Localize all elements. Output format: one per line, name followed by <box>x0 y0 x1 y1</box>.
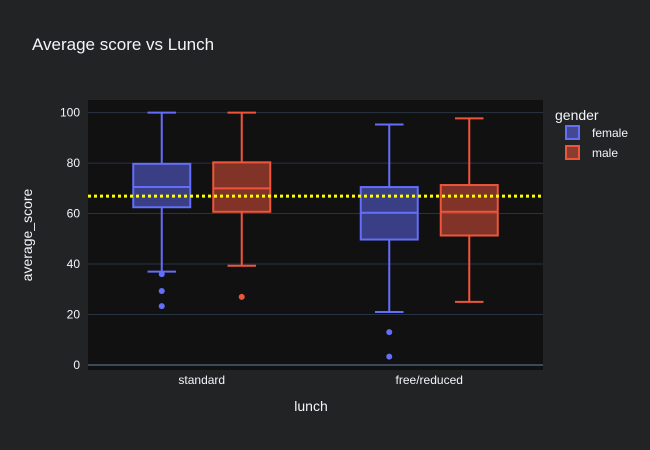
legend[interactable]: female male <box>565 125 628 160</box>
legend-item-male[interactable]: male <box>565 145 618 160</box>
box-male-standard <box>212 111 272 300</box>
outlier-point <box>386 353 393 360</box>
legend-label: female <box>592 126 628 140</box>
y-tick-label: 60 <box>67 207 81 221</box>
chart-title: Average score vs Lunch <box>32 35 214 54</box>
x-axis-ticks: standard free/reduced <box>178 373 463 387</box>
legend-swatch <box>565 145 580 160</box>
y-tick-label: 80 <box>67 156 81 170</box>
legend-title: gender <box>555 107 599 123</box>
y-tick-label: 40 <box>67 257 81 271</box>
gridlines <box>88 112 543 366</box>
outlier-point <box>158 271 165 278</box>
outlier-point <box>386 329 393 336</box>
x-axis-title: lunch <box>294 398 327 414</box>
y-axis-title: average_score <box>19 188 35 281</box>
x-tick-label: standard <box>178 373 225 387</box>
y-tick-label: 20 <box>67 307 81 321</box>
y-tick-label: 0 <box>73 358 80 372</box>
legend-label: male <box>592 146 618 160</box>
legend-item-female[interactable]: female <box>565 125 628 140</box>
legend-swatch <box>565 125 580 140</box>
x-tick-label: free/reduced <box>396 373 463 387</box>
box-series <box>132 111 499 360</box>
y-tick-label: 100 <box>60 106 80 120</box>
box-female-standard <box>132 111 192 310</box>
outlier-point <box>158 303 165 310</box>
box-iqr <box>439 184 499 237</box>
outlier-point <box>238 293 245 300</box>
box-male-free-reduced <box>439 117 499 303</box>
outlier-point <box>158 288 165 295</box>
box-iqr <box>212 161 272 213</box>
box-iqr <box>132 162 192 209</box>
y-axis-ticks: 0 20 40 60 80 100 <box>60 106 80 372</box>
